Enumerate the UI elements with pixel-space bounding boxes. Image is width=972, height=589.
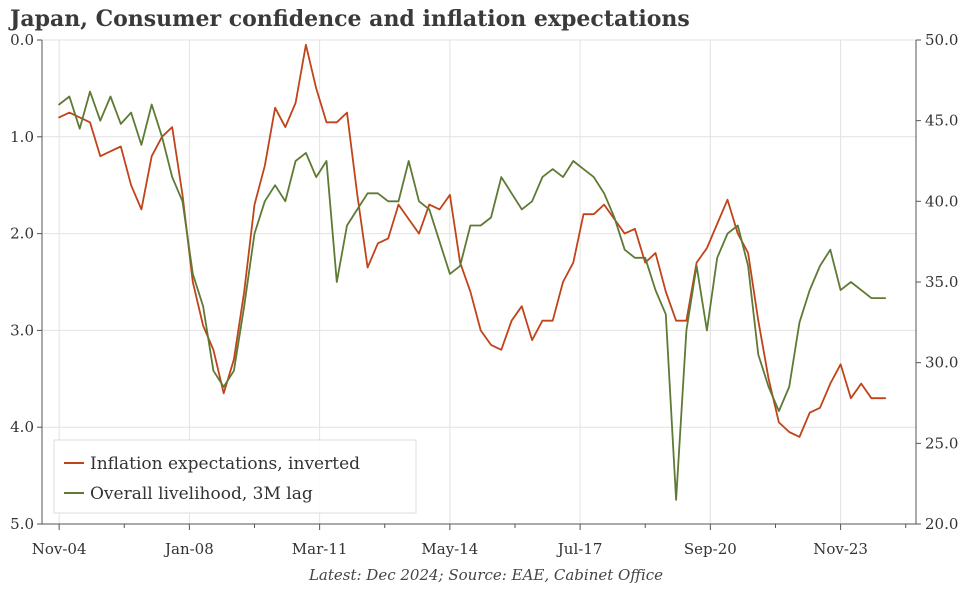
series-line-inflation-expectations <box>58 43 887 438</box>
chart-title: Japan, Consumer confidence and inflation… <box>10 6 690 32</box>
x-axis-tick-label: Jan-08 <box>163 540 214 558</box>
x-axis-tick-label: Jul-17 <box>556 540 603 558</box>
left-axis-tick-label: 0.0 <box>10 31 34 49</box>
left-axis-tick-label: 3.0 <box>10 321 34 339</box>
right-axis-tick-label: 45.0 <box>925 112 958 130</box>
chart-caption: Latest: Dec 2024; Source: EAE, Cabinet O… <box>308 566 664 584</box>
legend-entry-label: Inflation expectations, inverted <box>90 454 360 474</box>
x-axis-tick-label: May-14 <box>421 540 478 558</box>
axes-layer: 0.0 1.0 2.0 3.0 4.0 5.0 20.0 25.0 30.0 35.0 40.0 45… <box>10 31 958 558</box>
right-axis-tick-label: 35.0 <box>925 273 958 291</box>
left-axis-tick-label: 4.0 <box>10 418 34 436</box>
right-axis-tick-label: 40.0 <box>925 192 958 210</box>
legend-box <box>53 439 417 514</box>
left-axis-tick-label: 1.0 <box>10 128 34 146</box>
left-axis-tick-label: 5.0 <box>10 515 34 533</box>
left-axis-tick-label: 2.0 <box>10 225 34 243</box>
x-axis-tick-label: Sep-20 <box>684 540 737 558</box>
x-axis-tick-label: Mar-11 <box>292 540 348 558</box>
right-axis-tick-label: 20.0 <box>925 515 958 533</box>
legend-entry-label: Overall livelihood, 3M lag <box>90 484 313 504</box>
series-line-overall-livelihood <box>58 90 887 501</box>
right-axis-tick-label: 50.0 <box>925 31 958 49</box>
series-layer <box>58 43 887 501</box>
right-axis-tick-label: 30.0 <box>925 354 958 372</box>
x-axis-tick-label: Nov-23 <box>813 540 868 558</box>
right-axis-tick-label: 25.0 <box>925 434 958 452</box>
legend: Inflation expectations, inverted Overall … <box>53 439 417 514</box>
x-axis-tick-label: Nov-04 <box>32 540 87 558</box>
